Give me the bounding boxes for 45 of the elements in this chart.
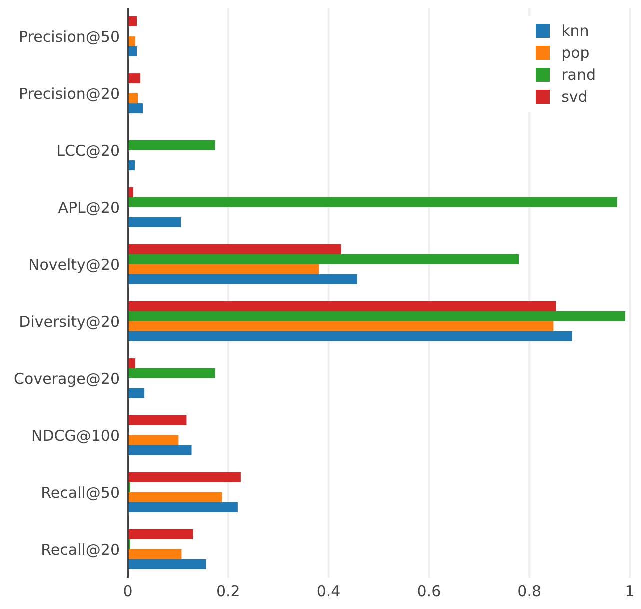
bar: [128, 550, 182, 560]
bar: [128, 254, 520, 265]
y-tick-label: Novelty@20: [28, 256, 120, 274]
x-tick-label: 1: [625, 582, 635, 601]
bar: [128, 198, 618, 208]
bar: [128, 388, 145, 399]
bar: [128, 218, 182, 228]
y-tick-label: Recall@20: [41, 540, 120, 559]
bar: [128, 530, 194, 540]
bar: [128, 322, 554, 332]
legend-label: rand: [562, 66, 596, 84]
bar: [128, 560, 206, 570]
legend-label: pop: [562, 44, 590, 62]
x-tick-label: 0.4: [316, 582, 341, 601]
bar: [128, 446, 192, 456]
y-tick-label: Precision@50: [18, 28, 120, 46]
bar: [128, 492, 222, 503]
bar: [128, 264, 320, 275]
bar: [128, 74, 141, 84]
bar: [128, 436, 179, 446]
y-tick-label: Precision@20: [18, 84, 120, 103]
y-tick-label: Coverage@20: [14, 370, 120, 388]
x-tick-label: 0.6: [417, 582, 442, 601]
bar: [128, 332, 572, 342]
bar: [128, 94, 138, 104]
bar: [128, 472, 241, 483]
legend-label: svd: [562, 88, 588, 106]
bar: [128, 104, 144, 114]
bar: [128, 502, 238, 513]
bar: [128, 312, 626, 322]
bar: [128, 368, 216, 379]
x-tick-label: 0.8: [518, 582, 542, 601]
bar: [128, 244, 342, 255]
y-tick-label: APL@20: [58, 198, 120, 217]
legend-label: knn: [562, 22, 590, 40]
x-tick-label: 0: [123, 582, 133, 601]
bar: [128, 274, 358, 285]
bar: [128, 140, 216, 151]
y-tick-label: NDCG@100: [32, 426, 120, 445]
y-tick-label: Diversity@20: [19, 312, 120, 331]
x-tick-label: 0.2: [216, 582, 240, 601]
bar: [128, 416, 187, 426]
y-tick-label: LCC@20: [56, 142, 120, 160]
bar: [128, 302, 556, 312]
y-tick-label: Recall@50: [41, 484, 120, 502]
